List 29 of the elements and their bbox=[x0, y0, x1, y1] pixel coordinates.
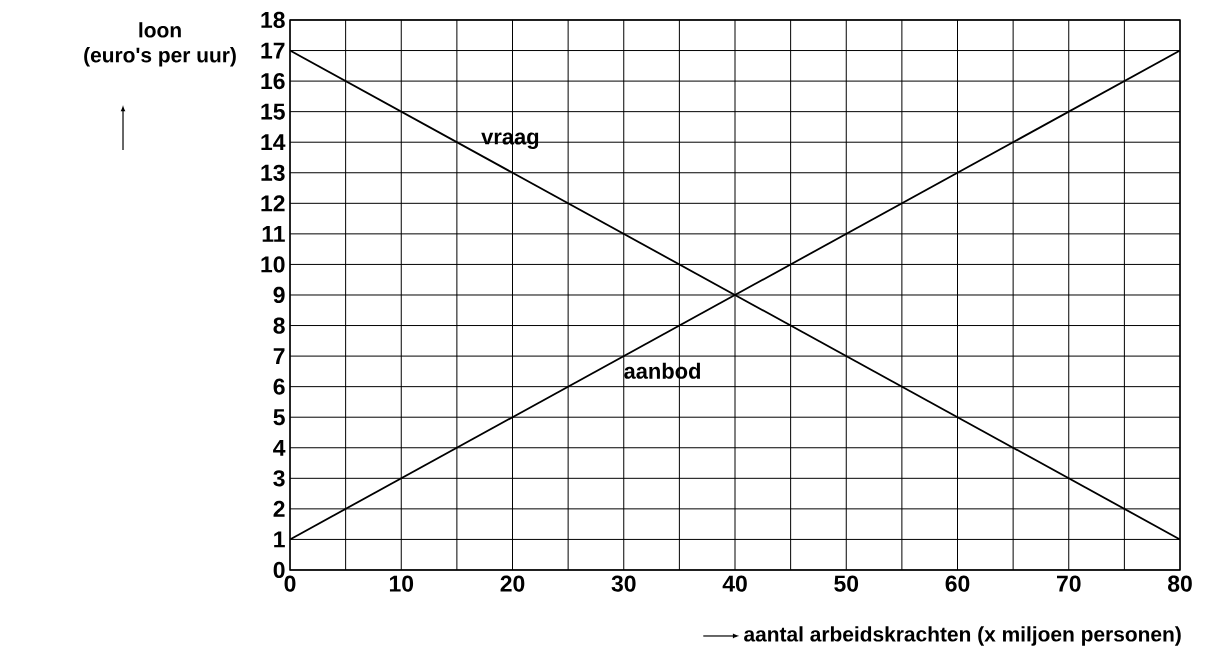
x-tick-label: 60 bbox=[945, 575, 970, 592]
y-tick-label: 7 bbox=[273, 348, 285, 364]
y-tick-label: 8 bbox=[273, 317, 285, 334]
y-tick-label: 18 bbox=[261, 11, 285, 29]
y-tick-label: 3 bbox=[273, 470, 285, 487]
y-tick-label: 17 bbox=[261, 42, 285, 59]
y-tick-label: 14 bbox=[261, 134, 286, 151]
x-tick-label: 20 bbox=[500, 575, 525, 592]
y-tick-label: 11 bbox=[262, 225, 285, 242]
y-tick-label: 4 bbox=[273, 439, 286, 456]
x-axis-title: aantal arbeidskrachten (x miljoen personen) bbox=[744, 626, 1181, 646]
y-tick-label: 13 bbox=[261, 164, 285, 181]
y-tick-label: 0 bbox=[273, 561, 285, 579]
y-tick-label: 6 bbox=[273, 378, 285, 395]
y-axis-title: loon (euro's per uur) bbox=[84, 22, 236, 67]
x-tick-label: 70 bbox=[1057, 575, 1081, 592]
y-tick-label: 16 bbox=[261, 72, 285, 90]
y-tick-label: 1 bbox=[274, 531, 285, 548]
x-tick-label: 30 bbox=[611, 575, 636, 592]
x-tick-label: 10 bbox=[389, 575, 414, 592]
y-tick-label: 15 bbox=[261, 103, 285, 120]
y-tick-label: 10 bbox=[261, 256, 285, 273]
y-tick-label: 9 bbox=[273, 286, 285, 304]
y-tick-label: 12 bbox=[261, 195, 285, 212]
x-tick-label: 40 bbox=[722, 575, 747, 592]
y-tick-label: 2 bbox=[273, 500, 285, 517]
y-tick-label: 5 bbox=[273, 409, 285, 426]
x-tick-label: 80 bbox=[1168, 575, 1192, 592]
x-tick-label: 50 bbox=[834, 575, 859, 592]
